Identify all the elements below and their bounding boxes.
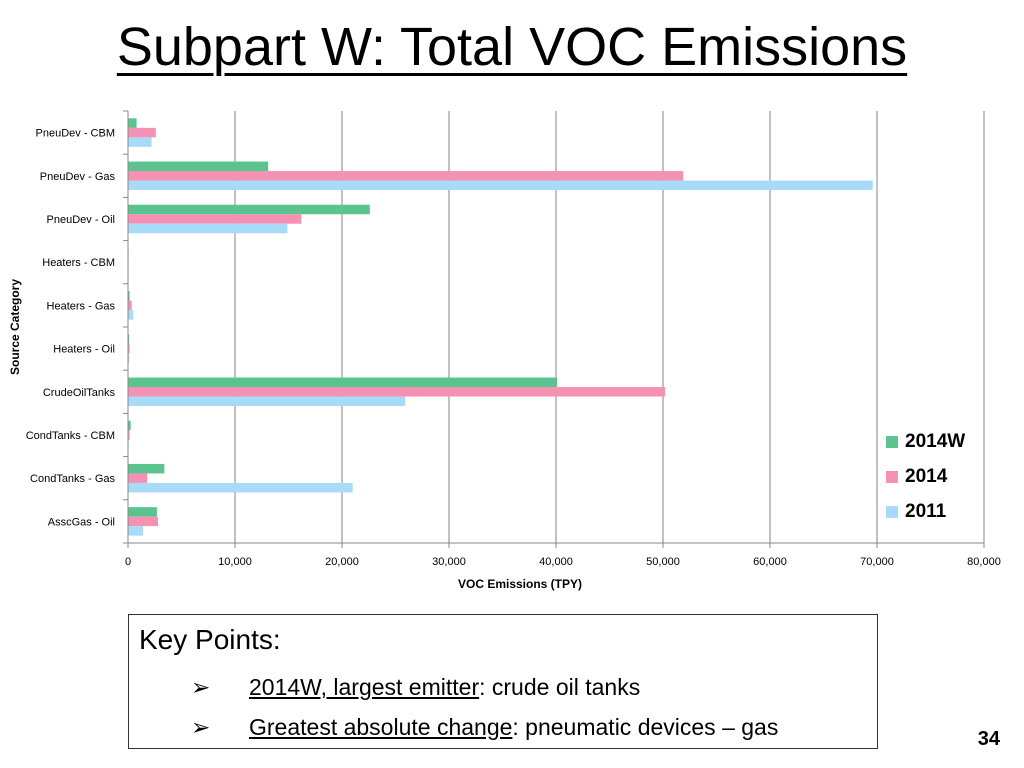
bar <box>128 482 353 493</box>
key-point-text: 2014W, largest emitter: crude oil tanks <box>249 673 640 701</box>
bar <box>128 300 132 311</box>
bar <box>128 127 156 138</box>
key-point-emphasis: 2014W, largest emitter <box>249 674 480 700</box>
category-label: PneuDev - CBM <box>36 128 115 140</box>
arrow-bullet-icon: ➢ <box>191 714 211 740</box>
key-points-heading: Key Points: <box>139 624 281 655</box>
category-labels: PneuDev - CBM PneuDev - Gas PneuDev - Oil H… <box>26 128 116 529</box>
x-tick-label: 20,000 <box>325 556 359 568</box>
category-label: Heaters - Oil <box>53 344 115 356</box>
bar <box>128 171 684 181</box>
bar <box>128 430 130 440</box>
x-tick-label: 60,000 <box>753 556 787 568</box>
x-tick-label: 70,000 <box>860 556 894 568</box>
bar <box>128 387 666 397</box>
bar <box>128 291 130 301</box>
x-tick-label: 80,000 <box>967 556 1001 568</box>
x-tick-label: 10,000 <box>218 556 252 568</box>
x-tick-labels: 0 10,000 20,000 30,000 40,000 50,000 60,000 70,… <box>125 556 1001 568</box>
legend-item-2011: 2011 <box>886 494 965 529</box>
key-point-detail: : pneumatic devices – gas <box>512 714 779 740</box>
bar <box>128 310 134 320</box>
bar <box>128 507 157 517</box>
bar <box>128 118 137 128</box>
bar <box>128 377 558 388</box>
bar <box>128 223 288 234</box>
bar <box>128 396 406 407</box>
category-label: AsscGas - Oil <box>48 516 115 528</box>
bar <box>128 180 873 191</box>
x-tick-label: 30,000 <box>432 556 466 568</box>
bar <box>128 463 165 474</box>
legend-swatch <box>886 470 898 483</box>
key-point-detail: : crude oil tanks <box>479 674 641 700</box>
bar <box>128 204 370 215</box>
legend-label: 2014W <box>905 430 966 452</box>
legend-label: 2014 <box>905 465 948 487</box>
category-label: CondTanks - Gas <box>30 473 115 485</box>
arrow-bullet-icon: ➢ <box>191 674 211 700</box>
axes <box>123 110 985 548</box>
bar <box>128 214 302 224</box>
legend-label: 2011 <box>905 500 947 522</box>
x-tick-label: 40,000 <box>539 556 573 568</box>
x-tick-label: 50,000 <box>646 556 680 568</box>
category-label: PneuDev - Oil <box>47 214 115 226</box>
key-point-emphasis: Greatest absolute change <box>249 714 513 740</box>
legend-item-2014w: 2014W <box>886 424 965 459</box>
page-number: 34 <box>977 728 1000 750</box>
bar <box>128 516 158 527</box>
bar <box>128 473 148 483</box>
bar <box>128 137 152 147</box>
key-point-text: Greatest absolute change: pneumatic devi… <box>249 713 778 741</box>
key-points-box: Key Points: ➢ 2014W, largest emitter: cr… <box>128 614 878 749</box>
x-tick-label: 0 <box>125 556 131 568</box>
chart-legend: 2014W 2014 2011 <box>886 424 965 529</box>
bar <box>128 343 130 354</box>
legend-swatch <box>886 505 898 518</box>
bar <box>128 526 143 536</box>
bars <box>128 118 873 536</box>
category-label: Heaters - Gas <box>47 300 116 312</box>
legend-swatch <box>886 435 898 448</box>
bar <box>128 334 130 344</box>
x-axis-title: VOC Emissions (TPY) <box>458 577 582 591</box>
category-label: CrudeOilTanks <box>43 387 116 399</box>
bar <box>128 420 131 431</box>
bar <box>128 353 130 363</box>
bar-chart: PneuDev - CBM PneuDev - Gas PneuDev - Oil H… <box>8 110 1001 591</box>
slide-title: Subpart W: Total VOC Emissions <box>116 17 908 77</box>
bar <box>128 161 269 172</box>
y-axis-title: Source Category <box>8 279 22 375</box>
category-label: Heaters - CBM <box>42 257 115 269</box>
category-label: CondTanks - CBM <box>26 430 115 442</box>
category-label: PneuDev - Gas <box>40 171 116 183</box>
legend-item-2014: 2014 <box>886 459 965 494</box>
